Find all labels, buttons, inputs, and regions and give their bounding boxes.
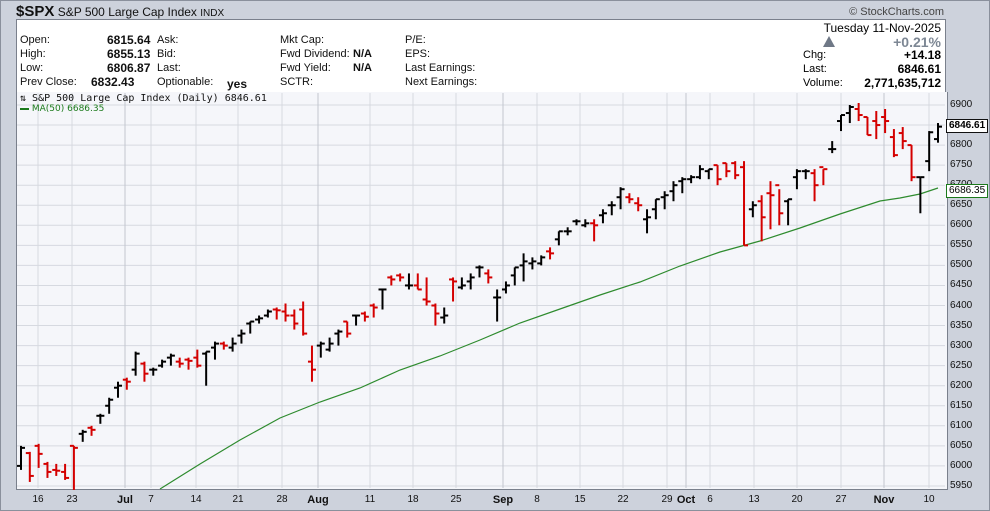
y-tick-label: 6500: [950, 259, 973, 271]
x-tick-label: 11: [364, 494, 376, 505]
x-tick-label: 16: [32, 494, 44, 505]
x-tick-label: 23: [66, 494, 78, 505]
x-tick-label: Sep: [492, 494, 514, 506]
y-tick-label: 6400: [950, 299, 973, 311]
legend-main: ⇅ S&P 500 Large Cap Index (Daily) 6846.6…: [20, 93, 267, 104]
fwd-dividend-value: N/A: [353, 48, 372, 60]
y-tick-label: 6300: [950, 339, 973, 351]
mkt-cap-label: Mkt Cap:: [280, 34, 325, 46]
x-tick-label: Jul: [117, 494, 133, 506]
x-tick-label: 20: [791, 494, 803, 505]
y-tick-label: 6200: [950, 379, 973, 391]
next-earnings-label: Next Earnings:: [405, 76, 478, 88]
y-tick-label: 6050: [950, 439, 973, 451]
x-tick-label: 14: [190, 494, 202, 505]
legend-ma: MA(50) 6686.35: [20, 104, 104, 114]
prev-close-value: 6832.43: [91, 75, 135, 89]
x-tick-label: 8: [534, 494, 540, 505]
last-label: Last:: [803, 63, 827, 75]
x-tick-label: 21: [232, 494, 244, 505]
y-tick-label: 6600: [950, 219, 973, 231]
x-tick-label: 28: [276, 494, 288, 505]
open-label: Open:: [20, 34, 50, 46]
x-tick-label: 18: [407, 494, 419, 505]
y-tick-label: 6550: [950, 239, 973, 251]
x-tick-label: 29: [661, 494, 673, 505]
chart-title: $SPX S&P 500 Large Cap Index INDX: [16, 3, 224, 20]
y-tick-label: 6350: [950, 319, 973, 331]
x-tick-label: 25: [450, 494, 462, 505]
open-value: 6815.64: [107, 33, 151, 47]
pe-label: P/E:: [405, 34, 426, 46]
ma-swatch-icon: [20, 107, 29, 110]
sctr-label: SCTR:: [280, 76, 313, 88]
x-tick-label: 15: [574, 494, 586, 505]
ask-label: Ask:: [157, 34, 179, 46]
legend-main-text: S&P 500 Large Cap Index (Daily) 6846.61: [32, 93, 267, 104]
prev-close-label: Prev Close:: [20, 76, 77, 88]
x-tick-label: Oct: [676, 494, 696, 506]
bid-label: Bid:: [157, 48, 176, 60]
y-tick-label: 6000: [950, 459, 973, 471]
x-tick-label: Aug: [307, 494, 329, 506]
fwd-yield-label: Fwd Yield:: [280, 62, 331, 74]
x-tick-label: 7: [148, 494, 154, 505]
up-triangle-icon: [823, 36, 835, 47]
quote-date: Tuesday 11-Nov-2025: [823, 21, 941, 35]
y-tick-label: 6250: [950, 359, 973, 371]
x-tick-label: 27: [835, 494, 847, 505]
high-label: High:: [20, 48, 46, 60]
eps-label: EPS:: [405, 48, 431, 60]
fwd-yield-value: N/A: [353, 62, 372, 74]
y-tick-label: 6650: [950, 199, 973, 211]
x-tick-label: 6: [707, 494, 713, 505]
x-tick-label: 13: [748, 494, 760, 505]
security-name: S&P 500 Large Cap Index: [57, 5, 197, 19]
x-tick-label: 10: [923, 494, 935, 505]
y-tick-label: 6450: [950, 279, 973, 291]
y-tick-label: 6150: [950, 399, 973, 411]
last-value: 6846.61: [897, 62, 941, 76]
exchange: INDX: [200, 8, 225, 19]
low-label: Low:: [20, 62, 44, 74]
chg-label: Chg:: [803, 49, 827, 61]
volume-value: 2,771,635,712: [864, 76, 941, 90]
high-value: 6855.13: [107, 47, 151, 61]
x-tick-label: Nov: [873, 494, 895, 506]
symbol: $SPX: [16, 3, 55, 20]
ma-value-tag: 6686.35: [946, 183, 989, 198]
legend-ma-text: MA(50) 6686.35: [31, 104, 105, 114]
x-tick-label: 22: [617, 494, 629, 505]
y-tick-label: 6900: [950, 99, 973, 110]
y-tick-label: 6800: [950, 139, 973, 151]
volume-label: Volume:: [803, 77, 843, 89]
chg-value: +14.18: [903, 48, 941, 62]
fwd-dividend-label: Fwd Dividend:: [280, 48, 350, 60]
price-plot-area[interactable]: [16, 92, 948, 490]
y-tick-label: 5950: [950, 479, 973, 491]
y-tick-label: 6750: [950, 159, 973, 171]
y-tick-label: 6100: [950, 419, 973, 431]
pct-change: +0.21%: [893, 34, 941, 50]
last-earnings-label: Last Earnings:: [405, 62, 476, 74]
low-value: 6806.87: [107, 61, 151, 75]
optionable-label: Optionable:: [157, 76, 214, 88]
copyright[interactable]: © StockCharts.com: [849, 6, 944, 18]
last-label-mid: Last:: [157, 62, 181, 74]
last-price-tag: 6846.61: [946, 119, 989, 134]
optionable-value: yes: [227, 77, 248, 91]
